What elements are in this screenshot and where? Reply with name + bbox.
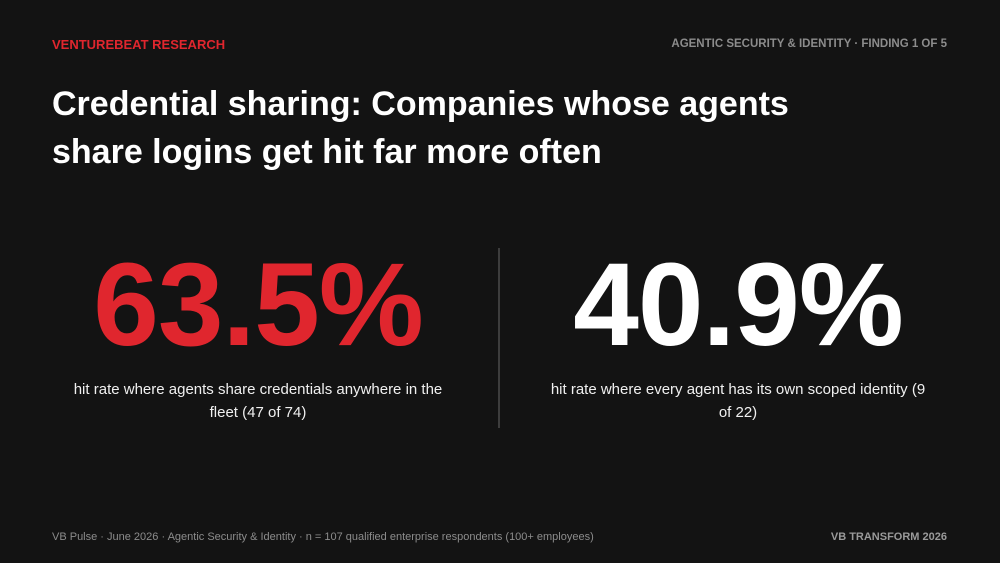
title: Credential sharing: Companies whose agen… (52, 85, 789, 171)
event-label: VB TRANSFORM 2026 (830, 531, 947, 543)
source-note: VB Pulse · June 2026 · Agentic Security … (52, 531, 594, 543)
stat-caption: hit rate where agents share credentials … (73, 381, 443, 421)
stat-value: 63.5% (93, 239, 424, 371)
stat-caption: hit rate where every agent has its own s… (550, 381, 926, 421)
stat: 63.5% hit rate where agents share creden… (48, 240, 468, 424)
stat-value: 40.9% (573, 239, 904, 371)
brand: VENTUREBEAT RESEARCH (52, 37, 226, 52)
section-label: AGENTIC SECURITY & IDENTITY · FINDING 1 … (671, 38, 947, 50)
stat: 40.9% hit rate where every agent has its… (528, 240, 948, 424)
divider (498, 248, 500, 428)
